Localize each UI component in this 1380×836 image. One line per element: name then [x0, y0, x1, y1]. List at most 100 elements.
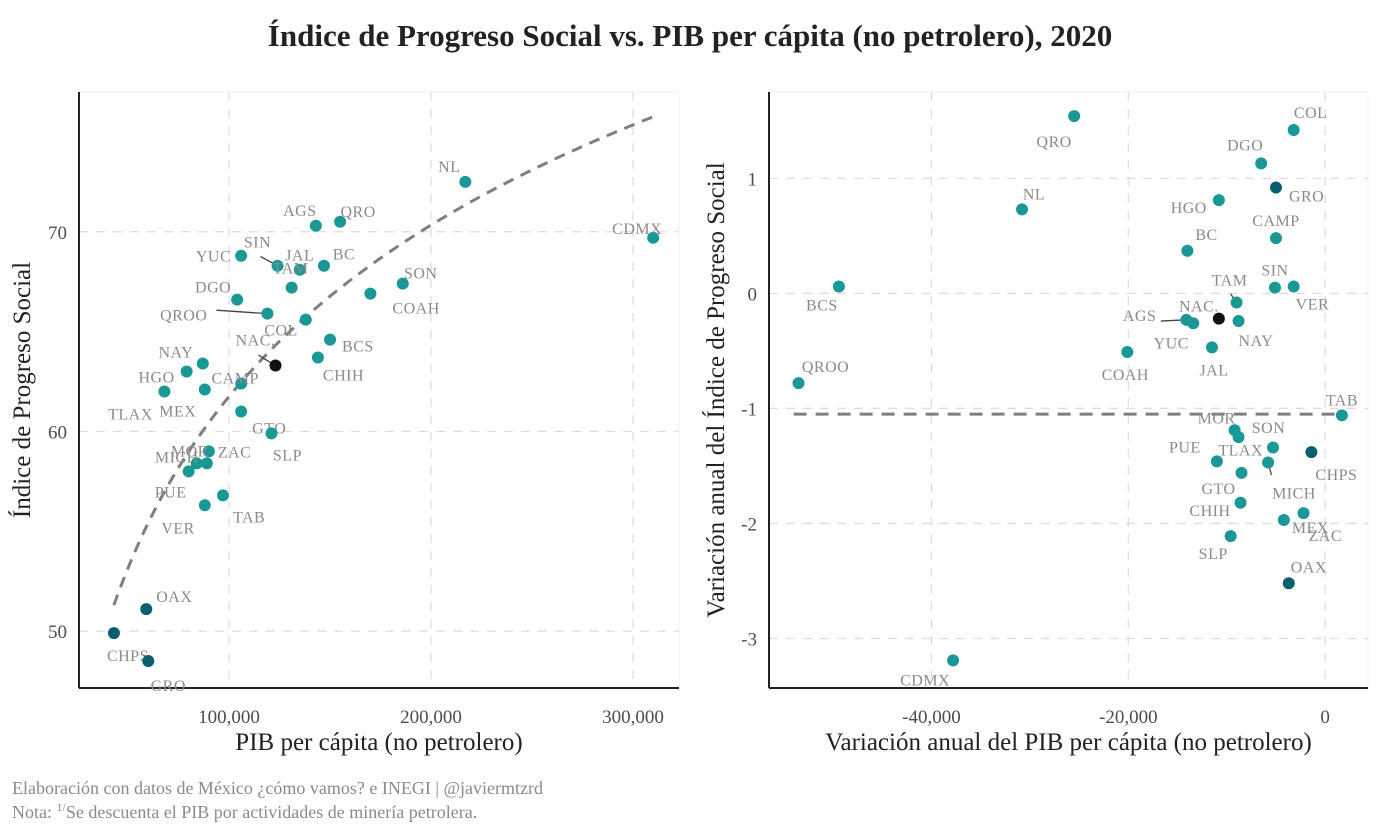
point-label-zac: ZAC — [1309, 528, 1343, 545]
point-label-nl: NL — [1023, 186, 1045, 203]
caption-note-text: Se descuenta el PIB por actividades de m… — [65, 802, 478, 822]
point-tlax — [1267, 441, 1280, 454]
point-chps — [107, 627, 120, 640]
point-zac — [1297, 507, 1310, 520]
point-label-son: SON — [1252, 420, 1286, 437]
point-gto — [1235, 466, 1248, 479]
x-tick-label: 100,000 — [198, 707, 260, 728]
point-label-slp: SLP — [273, 447, 302, 464]
point-mich — [190, 457, 203, 470]
point-mex — [1277, 514, 1290, 527]
point-sin — [1268, 281, 1281, 294]
point-nac — [1212, 312, 1225, 325]
point-coah — [1121, 346, 1134, 359]
point-label-pue: PUE — [155, 484, 187, 501]
point-qroo — [792, 377, 805, 390]
point-oax — [1282, 577, 1295, 590]
point-label-hgo: HGO — [138, 370, 174, 387]
point-label-tam: TAM — [1212, 273, 1248, 290]
point-zac — [200, 457, 213, 470]
point-qroo — [261, 307, 274, 320]
point-label-coah: COAH — [1102, 367, 1149, 384]
point-label-mex: MEX — [159, 404, 196, 421]
point-label-bc: BC — [1195, 227, 1217, 244]
y-tick-label: 1 — [748, 169, 758, 190]
point-qro — [334, 215, 347, 228]
point-ver — [198, 499, 211, 512]
point-slp — [1224, 530, 1237, 543]
point-label-sin: SIN — [1261, 263, 1288, 280]
point-bcs — [832, 280, 845, 293]
point-bc — [317, 259, 330, 272]
point-yuc — [235, 249, 248, 262]
y-tick-label: 0 — [748, 284, 758, 305]
point-gro — [142, 655, 155, 668]
point-label-tab: TAB — [233, 509, 265, 526]
caption-note-prefix: Nota: — [12, 802, 57, 822]
x-tick-label: -40,000 — [902, 707, 961, 728]
point-mich — [1262, 456, 1275, 469]
caption-note: Nota: 1/Se descuenta el PIB por activida… — [12, 800, 477, 823]
caption-note-sup: 1/ — [56, 800, 66, 814]
point-tlax — [158, 385, 171, 398]
point-nac — [269, 359, 282, 372]
point-camp — [1269, 232, 1282, 245]
point-label-nl: NL — [438, 159, 460, 176]
point-son — [1232, 431, 1245, 444]
point-chih — [1234, 496, 1247, 509]
point-oax — [140, 603, 153, 616]
label-leader-qroo — [216, 309, 268, 315]
point-gto — [235, 405, 248, 418]
point-mor — [202, 445, 215, 458]
point-nay — [196, 357, 209, 370]
point-dgo — [231, 293, 244, 306]
point-label-chps: CHPS — [1315, 467, 1357, 484]
point-label-pue: PUE — [1169, 439, 1201, 456]
point-label-col: COL — [1294, 105, 1328, 122]
point-label-coah: COAH — [392, 301, 439, 318]
point-chps — [1305, 446, 1318, 459]
point-nl — [459, 175, 472, 188]
y-tick-label: -3 — [741, 630, 757, 651]
point-qro — [1068, 110, 1081, 123]
point-label-son: SON — [404, 266, 438, 283]
point-label-qro: QRO — [340, 204, 375, 221]
point-hgo — [1212, 194, 1225, 207]
caption-source: Elaboración con datos de México ¿cómo va… — [12, 778, 543, 798]
y-tick-label: -1 — [741, 399, 757, 420]
point-cdmx — [947, 654, 960, 667]
point-bc — [1181, 244, 1194, 257]
point-ver — [1287, 280, 1300, 293]
point-label-mex: MEX — [1292, 520, 1329, 537]
point-label-nac: NAC. — [1179, 299, 1219, 316]
point-label-chih: CHIH — [1189, 503, 1230, 520]
point-label-tlax: TLAX — [108, 406, 153, 423]
point-label-camp: CAMP — [1252, 213, 1299, 230]
trend-line — [112, 114, 656, 606]
point-label-tab: TAB — [1326, 392, 1358, 409]
point-label-ags: AGS — [283, 203, 317, 220]
point-label-hgo: HGO — [1171, 200, 1207, 217]
plot-variation: -40,000 -20,000 0 -3 -2 -1 0 1 Variación anual d… — [702, 91, 1369, 756]
point-son — [396, 277, 409, 290]
chart-title: Índice de Progreso Social vs. PIB per cá… — [267, 18, 1113, 53]
x-tick-label: 200,000 — [400, 707, 462, 728]
point-bcs — [324, 333, 337, 346]
point-label-nay: NAY — [158, 345, 193, 362]
point-tab — [1335, 409, 1348, 422]
point-chih — [311, 351, 324, 364]
x-tick-label: -20,000 — [1099, 707, 1158, 728]
point-label-yuc: YUC — [196, 249, 231, 266]
point-label-dgo: DGO — [1227, 137, 1263, 154]
point-label-jal: JAL — [1199, 362, 1228, 379]
point-camp — [235, 377, 248, 390]
point-label-zac: ZAC — [218, 444, 252, 461]
point-label-chih: CHIH — [323, 368, 364, 385]
point-label-mich: MICH — [1272, 485, 1316, 502]
y-axis-title: Índice de Progreso Social — [8, 262, 36, 518]
point-dgo — [1255, 157, 1268, 170]
point-label-chps: CHPS — [107, 648, 149, 665]
point-label-camp: CAMP — [211, 371, 258, 388]
point-label-ver: VER — [1296, 296, 1330, 313]
